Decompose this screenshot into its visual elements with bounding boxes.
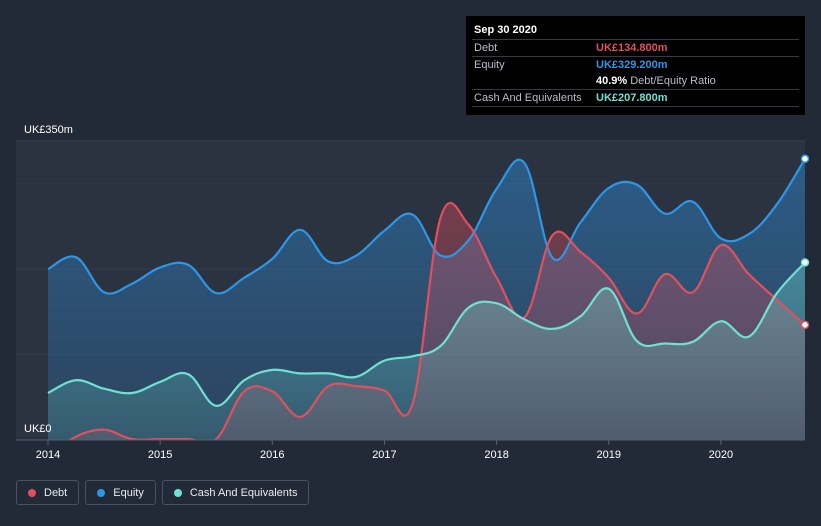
x-tick-label: 2016	[260, 449, 284, 461]
endpoint-debt	[800, 320, 810, 330]
x-tick-label: 2018	[484, 449, 508, 461]
tooltip-debt-label: Debt	[474, 42, 498, 54]
x-tick-label: 2020	[709, 449, 733, 461]
legend-debt-label: Debt	[44, 486, 68, 499]
legend-item-debt[interactable]: Debt	[16, 480, 80, 505]
tooltip-ratio-label: Debt/Equity Ratio	[630, 75, 716, 87]
endpoint-cash	[800, 258, 810, 267]
tooltip-date: Sep 30 2020	[472, 16, 799, 40]
tooltip-debt-value: UK£134.800m	[596, 42, 668, 54]
legend-cash-dot-icon	[173, 488, 182, 497]
legend-item-cash[interactable]: Cash And Equivalents	[161, 480, 310, 505]
tooltip-equity-label: Equity	[474, 59, 505, 71]
tooltip-row-ratio: 40.9% Debt/Equity Ratio	[472, 73, 799, 90]
tooltip-cash-value: UK£207.800m	[596, 92, 668, 104]
x-tick-label: 2014	[36, 449, 60, 461]
tooltip-row-cash: Cash And Equivalents UK£207.800m	[472, 90, 799, 107]
x-tick-label: 2019	[596, 449, 620, 461]
tooltip: Sep 30 2020 Debt UK£134.800m Equity UK£3…	[466, 16, 805, 115]
tooltip-equity-value: UK£329.200m	[596, 59, 668, 71]
x-tick-label: 2015	[148, 449, 172, 461]
legend-cash-label: Cash And Equivalents	[189, 486, 298, 499]
tooltip-row-debt: Debt UK£134.800m	[472, 40, 799, 57]
legend: Debt Equity Cash And Equivalents	[16, 480, 310, 505]
tooltip-ratio-value: 40.9%	[596, 75, 628, 87]
legend-equity-label: Equity	[113, 486, 144, 499]
endpoint-equity	[800, 154, 810, 164]
legend-debt-dot-icon	[28, 488, 36, 497]
line-debt	[68, 201, 805, 440]
area-cash	[48, 262, 805, 440]
y-tick-label: UK£0	[24, 423, 52, 435]
tooltip-row-equity: Equity UK£329.200m	[472, 57, 799, 73]
line-cash	[47, 261, 805, 407]
y-tick-label: UK£350m	[24, 124, 73, 136]
line-equity	[47, 158, 805, 295]
x-tick-label: 2017	[372, 449, 396, 461]
tooltip-cash-label: Cash And Equivalents	[474, 92, 582, 104]
legend-item-equity[interactable]: Equity	[85, 480, 156, 505]
legend-equity-dot-icon	[97, 488, 106, 497]
